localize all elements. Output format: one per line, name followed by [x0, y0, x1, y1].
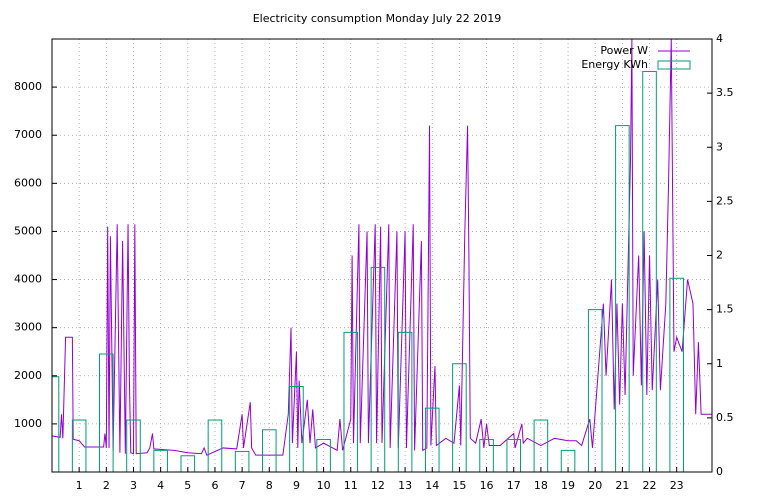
y-tick-label: 5000 [14, 224, 42, 237]
legend-swatch [657, 60, 691, 70]
x-tick-label: 22 [643, 479, 657, 492]
power-line [52, 39, 712, 456]
x-tick-label: 1 [76, 479, 83, 492]
y2-tick-label: 4 [716, 32, 723, 45]
x-tick-label: 17 [507, 479, 521, 492]
x-tick-label: 11 [344, 479, 358, 492]
energy-box [289, 385, 304, 472]
y2-tick-label: 0.5 [716, 411, 734, 424]
x-tick-label: 3 [130, 479, 137, 492]
y2-tick-label: 3.5 [716, 86, 734, 99]
energy-box [669, 277, 684, 472]
y2-tick-label: 2 [716, 249, 723, 262]
x-tick-label: 23 [670, 479, 684, 492]
energy-box [261, 429, 277, 472]
axes: 1 2 3 4 5 6 7 8 9 10 11 12 13 14 15 16 17 18 19 20 21 22 23100… [14, 32, 734, 492]
x-tick-label: 8 [266, 479, 273, 492]
legend-label: Power W [600, 44, 648, 57]
x-tick-label: 21 [615, 479, 629, 492]
x-tick-label: 5 [184, 479, 191, 492]
energy-box [153, 449, 168, 472]
energy-box [180, 455, 196, 472]
x-tick-label: 14 [425, 479, 439, 492]
x-tick-label: 12 [371, 479, 385, 492]
y-tick-label: 4000 [14, 273, 42, 286]
y-tick-label: 2000 [14, 369, 42, 382]
x-tick-label: 15 [452, 479, 466, 492]
y2-tick-label: 0 [716, 465, 723, 478]
energy-box [452, 363, 467, 472]
y2-tick-label: 2.5 [716, 194, 734, 207]
y2-tick-label: 3 [716, 140, 723, 153]
energy-box [370, 266, 386, 472]
y2-tick-label: 1 [716, 357, 723, 370]
y-tick-label: 7000 [14, 128, 42, 141]
energy-box [587, 309, 603, 472]
energy-box [560, 449, 576, 472]
legend-label: Energy KWh [581, 58, 648, 71]
energy-box [397, 331, 413, 472]
x-tick-label: 9 [293, 479, 300, 492]
energy-box [126, 419, 141, 472]
plot-border [51, 38, 713, 473]
energy-box [533, 419, 549, 472]
energy-box [71, 419, 87, 472]
x-tick-label: 16 [480, 479, 494, 492]
x-tick-label: 6 [211, 479, 218, 492]
chart-title: Electricity consumption Monday July 22 2… [253, 12, 502, 25]
y-tick-label: 8000 [14, 80, 42, 93]
x-tick-label: 18 [534, 479, 548, 492]
y2-tick-label: 1.5 [716, 303, 734, 316]
y-tick-label: 6000 [14, 176, 42, 189]
x-tick-label: 13 [398, 479, 412, 492]
y-tick-label: 3000 [14, 321, 42, 334]
x-tick-label: 2 [103, 479, 110, 492]
energy-box [424, 407, 440, 472]
energy-box [343, 331, 359, 472]
energy-box [207, 419, 223, 472]
x-tick-label: 20 [588, 479, 602, 492]
x-tick-label: 4 [157, 479, 164, 492]
energy-box [99, 353, 114, 472]
x-tick-label: 7 [239, 479, 246, 492]
plot-area [52, 39, 712, 472]
y-tick-label: 1000 [14, 417, 42, 430]
x-tick-label: 10 [317, 479, 331, 492]
x-tick-label: 19 [561, 479, 575, 492]
